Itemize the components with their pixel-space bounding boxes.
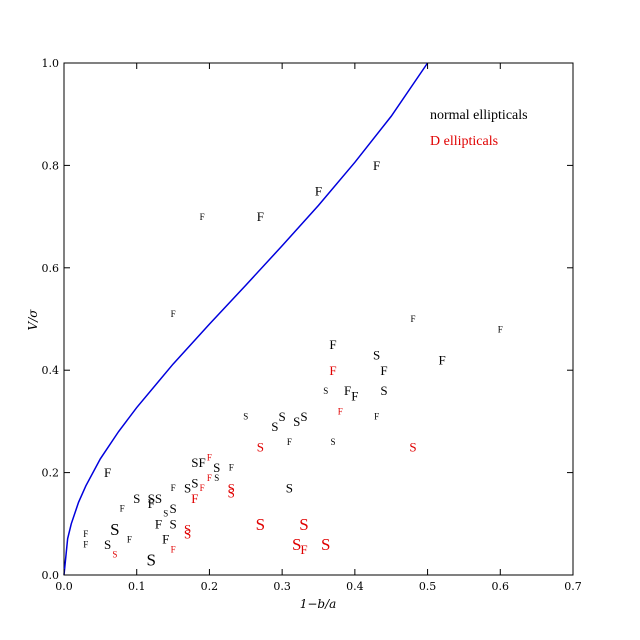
normal-elliptical-point: F [374, 411, 379, 421]
d-elliptical-point: F [200, 483, 205, 493]
d-elliptical-point: S [292, 535, 301, 554]
normal-elliptical-point: F [411, 314, 416, 324]
normal-elliptical-point: S [271, 419, 278, 434]
normal-elliptical-point: S [214, 473, 219, 483]
normal-elliptical-point: F [83, 539, 88, 549]
normal-elliptical-point: S [169, 516, 176, 531]
legend-d-ellipticals: D ellipticals [430, 134, 498, 149]
legend-normal-ellipticals: normal ellipticals [430, 108, 528, 123]
normal-elliptical-point: S [373, 347, 380, 362]
d-elliptical-point: S [321, 535, 330, 554]
d-elliptical-point: F [338, 406, 343, 416]
normal-elliptical-point: F [171, 309, 176, 319]
d-elliptical-point: S [228, 481, 235, 496]
normal-elliptical-point: S [300, 409, 307, 424]
normal-elliptical-point: F [83, 529, 88, 539]
x-tick-label: 0.0 [55, 580, 73, 593]
normal-elliptical-point: F [438, 353, 445, 368]
d-elliptical-point: S [256, 515, 265, 534]
normal-elliptical-point: S [243, 411, 248, 421]
normal-elliptical-point: F [287, 437, 292, 447]
normal-elliptical-point: F [257, 209, 264, 224]
normal-elliptical-point: S [293, 414, 300, 429]
d-elliptical-point: F [207, 452, 212, 462]
legend: normal ellipticals D ellipticals [430, 108, 528, 149]
d-elliptical-point: F [329, 363, 336, 378]
x-tick-label: 0.5 [419, 580, 437, 593]
normal-elliptical-point: S [163, 509, 168, 519]
d-elliptical-point: S [299, 515, 308, 534]
d-elliptical-point: F [171, 545, 176, 555]
normal-elliptical-point: F [148, 496, 155, 511]
d-elliptical-point: F [300, 542, 307, 557]
x-tick-label: 0.6 [492, 580, 510, 593]
normal-elliptical-point: S [104, 537, 111, 552]
normal-elliptical-point: S [133, 491, 140, 506]
x-tick-label: 0.7 [564, 580, 582, 593]
d-elliptical-point: F [207, 473, 212, 483]
normal-elliptical-point: F [351, 388, 358, 403]
y-tick-label: 0.6 [42, 262, 60, 275]
normal-elliptical-point: S [213, 460, 220, 475]
normal-elliptical-point: F [373, 158, 380, 173]
normal-elliptical-point: S [148, 491, 155, 506]
normal-elliptical-point: F [162, 532, 169, 547]
y-tick-label: 0.2 [42, 467, 60, 480]
curve-layer [63, 62, 429, 576]
normal-elliptical-point: S [155, 491, 162, 506]
normal-elliptical-point: S [331, 437, 336, 447]
normal-elliptical-point: F [329, 337, 336, 352]
normal-elliptical-point: S [279, 409, 286, 424]
normal-elliptical-point: S [191, 475, 198, 490]
plot-area [63, 62, 574, 576]
y-axis-label: V/σ [26, 309, 40, 331]
x-axis-label: 1−b/a [300, 597, 337, 611]
normal-elliptical-point: S [286, 481, 293, 496]
d-elliptical-point: S [184, 521, 191, 536]
d-elliptical-point: S [112, 550, 117, 560]
y-tick-label: 0.0 [42, 569, 60, 582]
d-elliptical-point: S [409, 440, 416, 455]
normal-elliptical-point: F [380, 363, 387, 378]
d-elliptical-point: S [184, 527, 191, 542]
normal-elliptical-point: F [315, 184, 322, 199]
y-tick-label: 1.0 [42, 57, 60, 70]
normal-elliptical-point: S [380, 383, 387, 398]
normal-elliptical-point: S [191, 455, 198, 470]
d-elliptical-point: S [257, 440, 264, 455]
normal-elliptical-point: F [344, 383, 351, 398]
y-tick-label: 0.4 [42, 364, 60, 377]
normal-elliptical-point: S [169, 501, 176, 516]
normal-elliptical-point: F [104, 465, 111, 480]
normal-elliptical-point: F [498, 324, 503, 334]
normal-elliptical-point: S [184, 481, 191, 496]
normal-elliptical-point: S [110, 520, 119, 539]
normal-elliptical-point: F [200, 212, 205, 222]
normal-elliptical-point: F [199, 455, 206, 470]
y-tick-label: 0.8 [42, 159, 60, 172]
normal-elliptical-point: S [147, 551, 156, 570]
normal-elliptical-point: F [155, 516, 162, 531]
normal-elliptical-point: F [127, 534, 132, 544]
normal-elliptical-point: S [323, 386, 328, 396]
normal-elliptical-point: F [229, 463, 234, 473]
normal-elliptical-point: F [171, 483, 176, 493]
x-tick-label: 0.4 [346, 580, 364, 593]
x-tick-label: 0.3 [273, 580, 291, 593]
rotational-flattening-curve [63, 62, 429, 576]
x-tick-label: 0.1 [128, 580, 146, 593]
x-tick-label: 0.2 [201, 580, 219, 593]
d-elliptical-point: S [228, 486, 235, 501]
d-elliptical-point: F [191, 491, 198, 506]
ticks-layer: 0.0 0.1 0.2 0.3 0.4 0.5 0.6 0.7 0.0 0.2 0.4 0.6 0.8 1… [42, 57, 582, 593]
normal-elliptical-point: F [120, 504, 125, 514]
